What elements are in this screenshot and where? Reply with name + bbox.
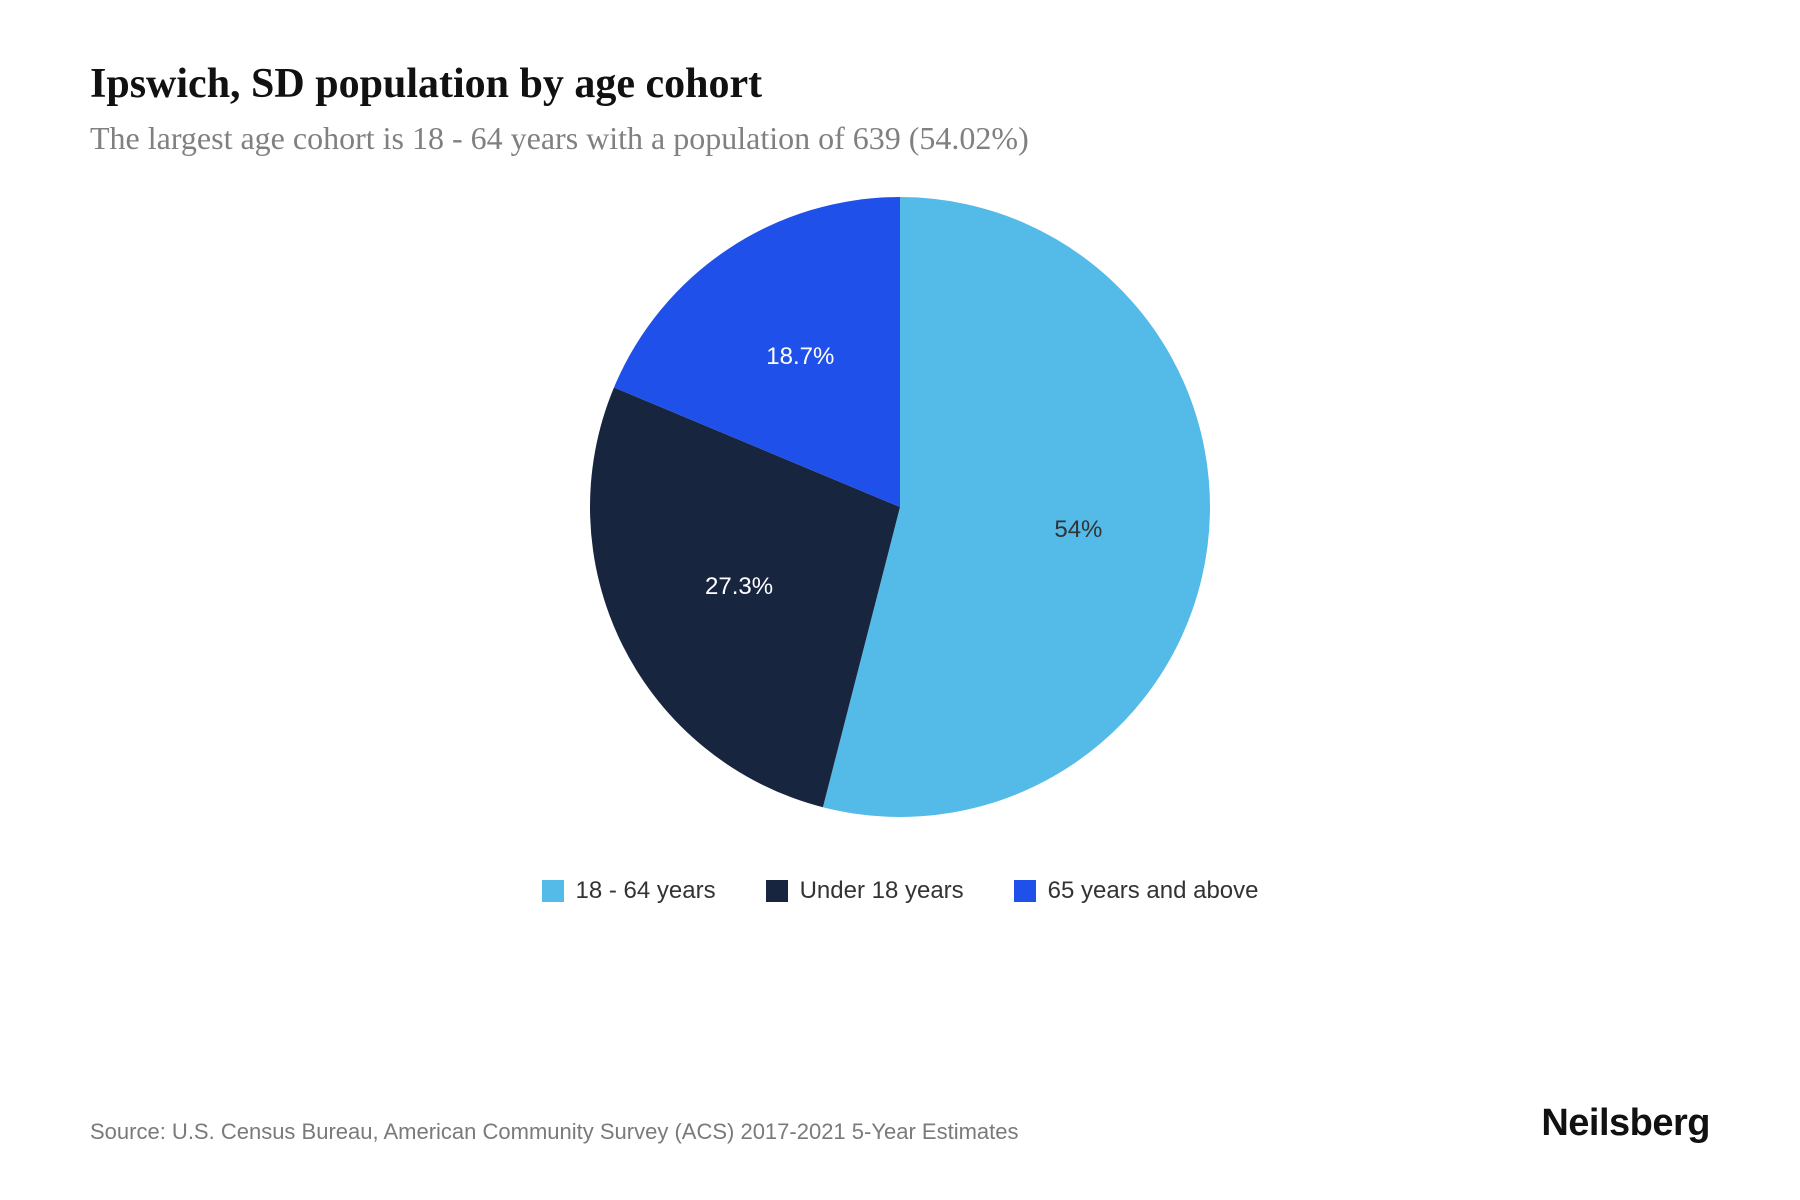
pie-svg bbox=[590, 197, 1210, 817]
chart-title: Ipswich, SD population by age cohort bbox=[90, 60, 1710, 108]
legend-item-65plus: 65 years and above bbox=[1014, 877, 1259, 905]
pie-label-65plus: 18.7% bbox=[766, 343, 834, 371]
chart-subtitle: The largest age cohort is 18 - 64 years … bbox=[90, 120, 1710, 157]
chart-area: 54% 27.3% 18.7% 18 - 64 years Under 18 year… bbox=[90, 197, 1710, 905]
chart-container: Ipswich, SD population by age cohort The… bbox=[0, 0, 1800, 1200]
footer: Source: U.S. Census Bureau, American Com… bbox=[90, 1102, 1710, 1145]
legend-swatch-65plus bbox=[1014, 880, 1036, 902]
legend-label-65plus: 65 years and above bbox=[1048, 877, 1259, 905]
pie-label-under18: 27.3% bbox=[705, 573, 773, 601]
source-text: Source: U.S. Census Bureau, American Com… bbox=[90, 1119, 1019, 1145]
legend: 18 - 64 years Under 18 years 65 years and … bbox=[542, 877, 1259, 905]
legend-item-18_64: 18 - 64 years bbox=[542, 877, 716, 905]
legend-item-under18: Under 18 years bbox=[766, 877, 964, 905]
brand-logo: Neilsberg bbox=[1541, 1102, 1710, 1145]
legend-swatch-under18 bbox=[766, 880, 788, 902]
legend-swatch-18_64 bbox=[542, 880, 564, 902]
pie-chart: 54% 27.3% 18.7% bbox=[590, 197, 1210, 817]
legend-label-under18: Under 18 years bbox=[800, 877, 964, 905]
pie-label-18_64: 54% bbox=[1054, 516, 1102, 544]
legend-label-18_64: 18 - 64 years bbox=[576, 877, 716, 905]
